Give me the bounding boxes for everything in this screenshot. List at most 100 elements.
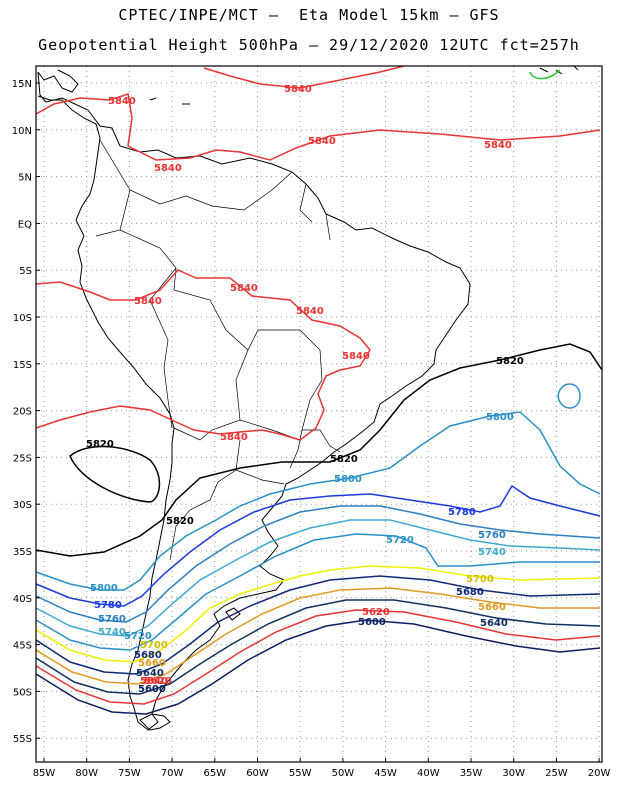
label-5700: 5700 <box>466 574 494 585</box>
lon-tick-label: 75W <box>118 768 141 779</box>
contour-labels: 5840 5840 5840 5840 5840 5840 5840 5840 … <box>86 84 524 695</box>
label-5840: 5840 <box>484 140 512 151</box>
coast-south-america <box>37 71 471 731</box>
label-5640: 5640 <box>480 618 508 629</box>
label-5740: 5740 <box>478 547 506 558</box>
label-5840: 5840 <box>342 351 370 362</box>
contour-5840-north <box>35 93 601 161</box>
lat-tick-label: 45S <box>13 641 32 652</box>
contour-5660 <box>35 587 600 685</box>
lon-tick-label: 25W <box>545 768 568 779</box>
chart-title-line1: CPTEC/INPE/MCT – Eta Model 15km – GFS <box>118 6 500 24</box>
label-5780: 5780 <box>448 507 476 518</box>
label-5760: 5760 <box>98 614 126 625</box>
coast-central-america <box>37 69 79 93</box>
label-5720: 5720 <box>124 631 152 642</box>
political-borders <box>95 139 341 561</box>
grid-lines <box>36 66 602 762</box>
label-5840: 5840 <box>308 136 336 147</box>
contour-green-corner <box>529 69 561 80</box>
land-outlines <box>37 65 579 731</box>
lat-tick-label: 5S <box>19 266 32 277</box>
label-5820: 5820 <box>166 516 194 527</box>
contour-5840-amazon <box>35 269 371 441</box>
contour-5820-closed-west <box>69 445 161 503</box>
label-5680: 5680 <box>134 650 162 661</box>
label-5840: 5840 <box>108 96 136 107</box>
label-5600: 5600 <box>138 684 166 695</box>
lon-tick-label: 60W <box>246 768 269 779</box>
label-5620: 5620 <box>362 607 390 618</box>
contour-5640 <box>35 599 601 695</box>
label-5660: 5660 <box>138 658 166 669</box>
label-5840: 5840 <box>284 84 312 95</box>
lat-tick-label: 15N <box>12 79 32 90</box>
label-5840: 5840 <box>220 432 248 443</box>
lat-tick-label: 40S <box>13 594 32 605</box>
lat-tick-label: 55S <box>13 734 32 745</box>
lon-tick-label: 45W <box>374 768 397 779</box>
border-lines <box>95 139 341 561</box>
lat-tick-label: 25S <box>13 453 32 464</box>
lat-tick-label: 10N <box>12 126 32 137</box>
label-5780: 5780 <box>94 600 122 611</box>
label-5840: 5840 <box>134 296 162 307</box>
lon-tick-label: 30W <box>502 768 525 779</box>
lon-tick-label: 80W <box>75 768 98 779</box>
lat-tick-label: 15S <box>13 360 32 371</box>
contour-5700 <box>35 565 601 663</box>
lon-tick-label: 20W <box>588 768 611 779</box>
label-5740: 5740 <box>98 627 126 638</box>
caribbean-islands <box>149 65 579 105</box>
contour-5800 <box>35 411 601 591</box>
lat-tick-label: 35S <box>13 547 32 558</box>
label-5600: 5600 <box>358 617 386 628</box>
label-5700: 5700 <box>140 640 168 651</box>
lat-tick-label: 30S <box>13 500 32 511</box>
label-5820: 5820 <box>86 439 114 450</box>
label-5840: 5840 <box>296 306 324 317</box>
lat-tick-label: 50S <box>13 687 32 698</box>
lon-tick-label: 70W <box>161 768 184 779</box>
contour-5720 <box>35 533 600 651</box>
chart-title-line2: Geopotential Height 500hPa – 29/12/2020 … <box>38 36 580 54</box>
tierra-del-fuego <box>139 713 171 731</box>
contour-5840-top <box>203 65 405 89</box>
label-5820: 5820 <box>496 356 524 367</box>
lon-tick-label: 50W <box>332 768 355 779</box>
lat-tick-label: 5N <box>18 173 32 184</box>
lat-tick-label: 10S <box>13 313 32 324</box>
label-5640: 5640 <box>136 668 164 679</box>
label-5660: 5660 <box>478 602 506 613</box>
label-5680: 5680 <box>456 587 484 598</box>
lon-tick-label: 65W <box>203 768 226 779</box>
contour-5800-closed-east <box>557 383 581 409</box>
lon-tick-label: 55W <box>289 768 312 779</box>
label-5840: 5840 <box>140 676 168 687</box>
label-5800: 5800 <box>486 412 514 423</box>
contour-5820-main <box>35 343 603 557</box>
lat-tick-label: 20S <box>13 407 32 418</box>
label-5720: 5720 <box>386 535 414 546</box>
contour-5740 <box>35 519 601 637</box>
contour-5680 <box>35 575 601 675</box>
lon-tick-label: 35W <box>460 768 483 779</box>
longitude-axis: 85W 80W 75W 70W 65W 60W 55W 50W 45W 40W 35W 30W 25W 2… <box>33 758 611 779</box>
contour-5600 <box>35 619 601 715</box>
label-5840: 5840 <box>230 283 258 294</box>
lon-tick-label: 85W <box>33 768 56 779</box>
contour-5760 <box>35 505 601 623</box>
falkland-islands <box>225 607 241 621</box>
map-frame <box>35 65 603 763</box>
label-5620: 5620 <box>144 676 172 687</box>
label-5760: 5760 <box>478 530 506 541</box>
contours <box>35 65 603 715</box>
latitude-axis: 15N 10N 5N EQ 5S 10S 15S 20S 25S 30S 35S 40S 45S 50S 5… <box>12 79 40 745</box>
label-5820: 5820 <box>330 454 358 465</box>
lat-tick-label: EQ <box>18 219 32 230</box>
contour-5780 <box>35 484 601 607</box>
label-5840: 5840 <box>154 163 182 174</box>
label-5800: 5800 <box>90 583 118 594</box>
label-5800: 5800 <box>334 474 362 485</box>
